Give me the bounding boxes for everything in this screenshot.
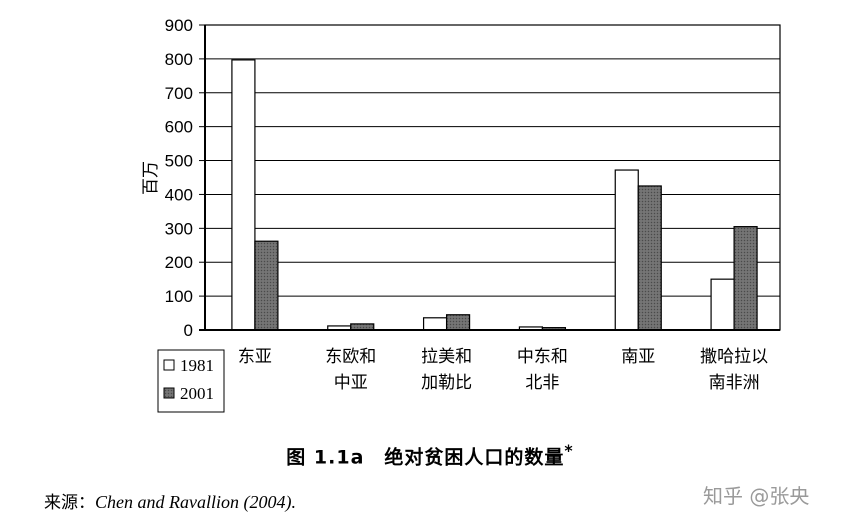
watermark: 知乎 @张央: [703, 484, 810, 508]
category-label: 加勒比: [421, 373, 472, 393]
bars: [231, 59, 758, 331]
category-label: 南亚: [621, 347, 655, 367]
bar-1981: [422, 317, 448, 331]
category-label: 南非洲: [709, 373, 760, 393]
y-tick-labels: 0 100 200 300 400 500 600 700 800 900: [165, 16, 193, 340]
y-tick-label: 700: [165, 84, 193, 103]
y-tick-label: 200: [165, 253, 193, 272]
bar-2001: [254, 240, 279, 331]
category-label: 中东和: [517, 347, 568, 367]
legend-swatch: [163, 387, 175, 399]
y-tick-label: 100: [165, 287, 193, 306]
category-label: 拉美和: [421, 347, 472, 367]
legend-swatch: [163, 359, 175, 371]
legend-label: 1981: [180, 356, 214, 375]
y-tick-label: 900: [165, 16, 193, 35]
y-tick-label: 0: [184, 321, 193, 340]
legend-label: 2001: [180, 384, 214, 403]
bar-2001: [637, 185, 662, 331]
axes: [199, 24, 781, 331]
source-note: 来源：Chen and Ravallion (2004).: [44, 492, 296, 513]
y-tick-label: 600: [165, 118, 193, 137]
y-tick-label: 300: [165, 219, 193, 238]
bar-1981: [710, 278, 735, 331]
category-label: 撒哈拉以: [700, 347, 768, 367]
category-label: 北非: [525, 373, 559, 393]
legend: 1981 2001: [157, 349, 225, 413]
y-tick-label: 500: [165, 152, 193, 171]
category-label: 东亚: [238, 347, 272, 367]
category-label: 东欧和: [325, 347, 376, 367]
bar-1981: [614, 169, 639, 331]
bar-2001: [445, 314, 471, 331]
y-axis-label: 百万: [141, 161, 161, 195]
y-tick-label: 400: [165, 185, 193, 204]
bar-2001: [733, 226, 758, 331]
category-label: 中亚: [334, 373, 368, 393]
plot-frame: [204, 24, 781, 331]
figure-caption: 图 1.1a 绝对贫困人口的数量*: [286, 441, 574, 469]
bar-1981: [231, 59, 256, 331]
gridlines: [205, 24, 780, 297]
y-tick-label: 800: [165, 50, 193, 69]
